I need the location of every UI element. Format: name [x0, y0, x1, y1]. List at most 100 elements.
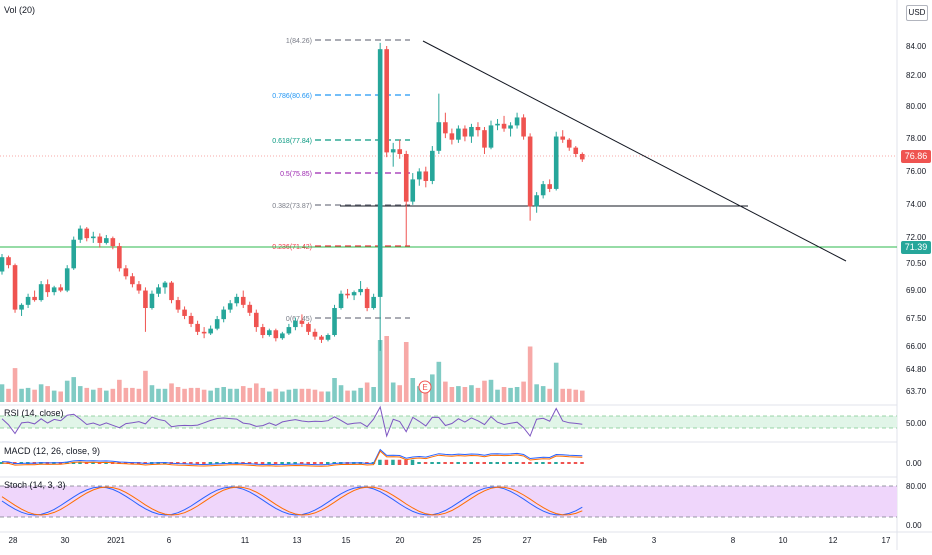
volume-bar — [390, 382, 396, 402]
macd-histogram-bar — [515, 462, 519, 464]
time-tick-label: 2021 — [107, 536, 125, 545]
fib-label: 1(84.26) — [286, 38, 312, 45]
volume-bar — [208, 390, 213, 402]
candle-body — [547, 184, 552, 189]
stoch-d-path — [1, 486, 583, 516]
candle-body — [397, 149, 403, 154]
macd-histogram-bar — [326, 462, 330, 464]
volume-bar — [64, 380, 70, 402]
time-tick-label: 13 — [293, 536, 302, 545]
candle-body — [482, 130, 487, 148]
volume-bar — [358, 387, 363, 402]
volume-bar — [32, 389, 37, 402]
volume-bar — [130, 387, 135, 402]
volume-bar — [201, 389, 207, 402]
price-tick-label: 78.00 — [906, 134, 927, 143]
candle-body — [436, 122, 442, 151]
candles — [0, 42, 585, 351]
time-tick-label: 6 — [167, 536, 172, 545]
candle-body — [97, 236, 103, 243]
time-tick-label: 10 — [779, 536, 788, 545]
candle-body — [573, 147, 579, 154]
candle-body — [169, 282, 174, 301]
candle-body — [175, 300, 181, 310]
price-tick-label: 72.00 — [906, 233, 927, 242]
volume-bar — [436, 361, 442, 402]
candle-body — [90, 236, 96, 239]
time-tick-label: 27 — [523, 536, 532, 545]
currency-badge[interactable]: USD — [906, 5, 928, 21]
volume-bar — [534, 384, 539, 402]
macd-histogram-bar — [319, 462, 323, 464]
candle-body — [534, 195, 539, 207]
rsi-line — [1, 405, 583, 438]
volume-bar — [123, 387, 129, 402]
volume-bar — [293, 388, 298, 402]
volume-bar — [351, 390, 357, 402]
candle-body — [12, 265, 18, 310]
macd-histogram-bar — [534, 462, 539, 464]
macd-histogram-bar — [384, 459, 389, 465]
macd-path — [1, 448, 583, 466]
macd-histogram-bar — [423, 462, 428, 464]
candle-body — [299, 320, 305, 324]
volume-bar — [475, 387, 481, 402]
macd-histogram-bar — [267, 462, 271, 464]
volume-bar — [267, 391, 272, 402]
candle-body — [423, 171, 429, 181]
volume-bar — [77, 386, 83, 402]
candle-body — [501, 123, 507, 129]
macd-histogram-bar — [286, 462, 291, 464]
candle-body — [351, 292, 357, 296]
candle-body — [84, 228, 90, 239]
candle-body — [462, 128, 468, 137]
macd-histogram-bar — [123, 462, 128, 464]
macd-histogram-bar — [495, 462, 500, 464]
stoch-title[interactable]: Stoch (14, 3, 3) — [4, 480, 66, 490]
earnings-marker[interactable] — [418, 380, 432, 394]
volume-bar — [495, 389, 500, 402]
macd-histogram-bar — [462, 462, 467, 464]
candle-body — [104, 238, 109, 243]
macd-histogram-bar — [547, 462, 552, 464]
volume-bar — [71, 377, 77, 402]
macd-histogram-bar — [417, 462, 421, 464]
volume-label[interactable]: Vol (20) — [4, 5, 36, 15]
volume-bar — [469, 385, 474, 402]
macd-histogram-bar — [221, 462, 226, 464]
volume-bar — [90, 389, 96, 402]
volume-bar — [403, 342, 409, 402]
time-tick-label: 30 — [61, 536, 70, 545]
macd-histogram-bar — [13, 462, 17, 464]
volume-bar — [553, 362, 559, 402]
macd-title[interactable]: MACD (12, 26, close, 9) — [4, 446, 101, 456]
time-axis-labels: 28 30 2021 6 11 13 15 20 25 27 Feb 3 8 10 12 17 — [9, 536, 891, 545]
time-tick-label: 28 — [9, 536, 18, 545]
candle-body — [430, 150, 435, 181]
rsi-path — [1, 405, 583, 438]
macd-histogram-bar — [580, 462, 584, 464]
time-tick-label: 17 — [882, 536, 891, 545]
candle-body — [51, 287, 57, 293]
macd-histogram-bar — [410, 459, 415, 465]
macd-histogram-bar — [306, 462, 310, 464]
candle-body — [64, 268, 70, 291]
rsi-title[interactable]: RSI (14, close) — [4, 408, 64, 418]
time-tick-label: 11 — [241, 536, 250, 545]
volume-bar — [325, 391, 331, 402]
volume-bar — [397, 385, 403, 402]
candle-body — [58, 287, 63, 291]
volume-bar — [579, 390, 585, 402]
candle-body — [508, 125, 513, 129]
volume-bar — [0, 384, 5, 402]
fib-label: 0(67.45) — [286, 316, 312, 323]
macd-histogram-bar — [430, 462, 434, 464]
volume-bar — [521, 381, 526, 402]
candle-body — [162, 282, 168, 288]
price-tick-label: 67.50 — [906, 314, 927, 323]
volume-bar — [175, 387, 181, 402]
volume-bar — [547, 388, 552, 402]
earnings-marker-label: E — [422, 383, 427, 392]
